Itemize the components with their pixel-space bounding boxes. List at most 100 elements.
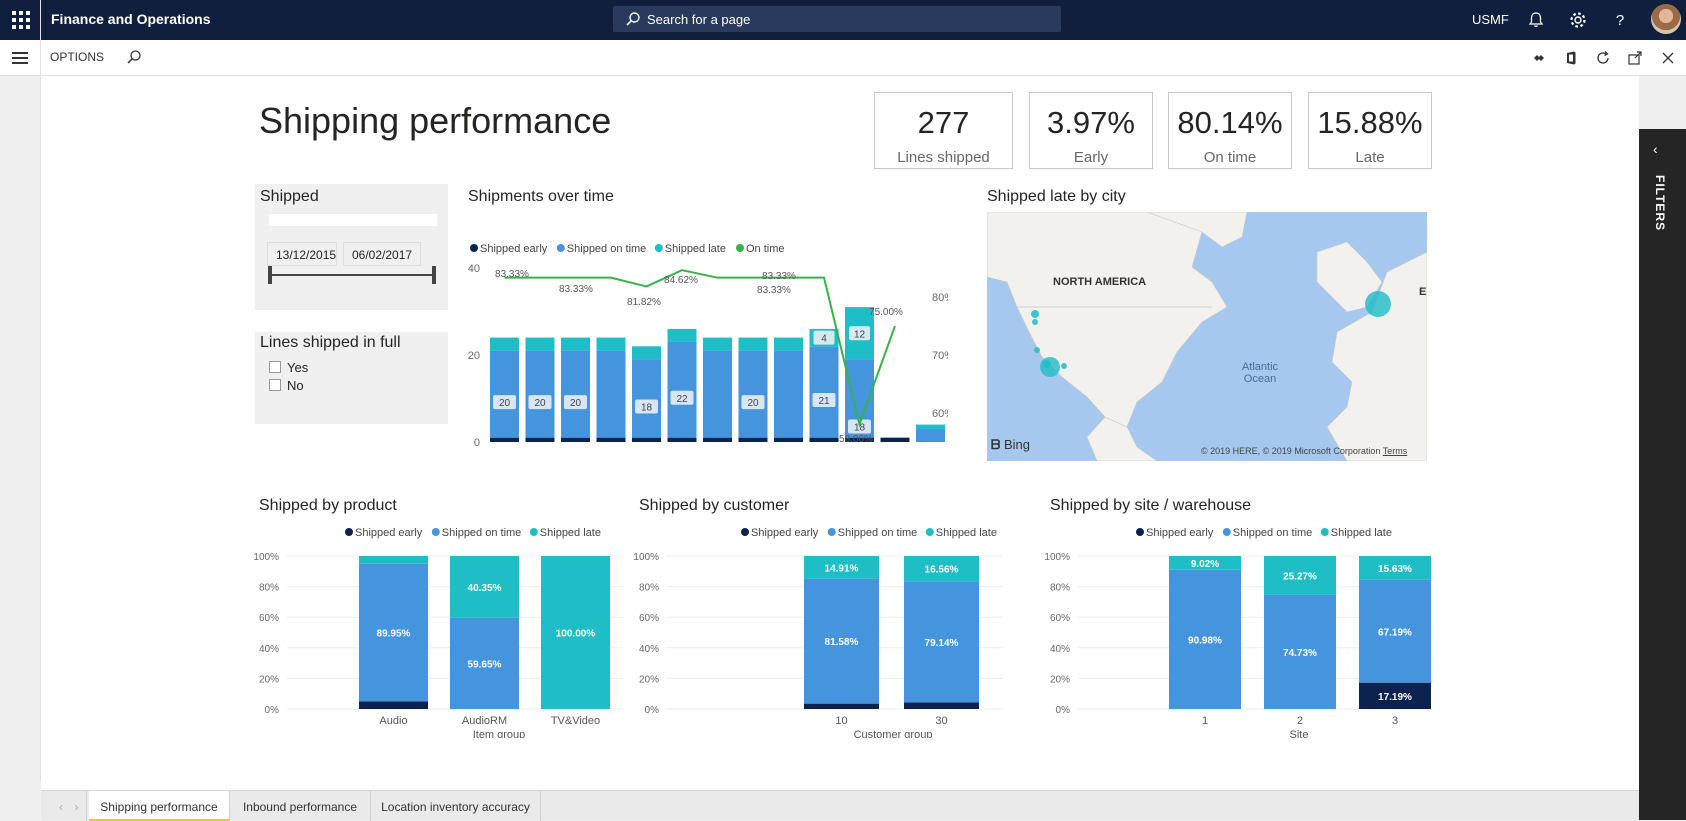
bar-segment-early [880,437,910,442]
bar-segment-early [703,437,732,442]
search-input[interactable]: Search for a page [613,6,1061,32]
kpi-card-late[interactable]: 15.88% Late [1308,92,1432,169]
help-icon[interactable]: ? [1610,10,1630,30]
open-new-window-icon[interactable] [1627,50,1643,66]
y-tick-label: 100% [253,552,279,563]
legend-marker [741,528,749,536]
checkbox-label: No [287,378,304,393]
close-icon[interactable] [1660,50,1676,66]
y-tick-label: 40 [468,263,480,275]
bar-segment-late [1169,556,1241,570]
map-label-continent: NORTH AMERICA [1053,276,1147,288]
data-label: 79.14% [925,638,959,649]
date-range-track [269,274,435,276]
bar-segment-early [561,437,590,442]
app-launcher-icon[interactable] [12,11,30,29]
tab-scroll-right-icon[interactable]: › [67,791,87,821]
shipments-over-time-chart[interactable]: Shipped early Shipped on time Shipped late… [468,210,948,448]
x-tick-label: TV&Video [551,715,600,727]
diamond-icon[interactable] [1531,50,1547,66]
lines-shipped-in-full-slicer[interactable]: Lines shipped in full Yes No [255,332,448,424]
y-tick-label: 20% [639,674,659,685]
legend-label: Shipped late [1331,527,1392,539]
refresh-icon[interactable] [1595,50,1611,66]
shipped-late-map[interactable]: NORTH AMERICA Atlantic Ocean E ᗷ Bing © … [987,212,1427,461]
chevron-left-icon[interactable]: ‹ [1653,141,1658,157]
data-label: 14.91% [825,563,859,574]
bar-segment-late [738,337,768,351]
data-label-bg [493,395,516,410]
avatar[interactable] [1651,4,1681,34]
office-icon[interactable] [1563,50,1579,66]
start-date-handle[interactable] [268,266,272,284]
y-tick-label: 0% [1056,705,1071,716]
data-label-bg [812,392,836,407]
bar-segment-early [904,702,979,709]
bar-segment-early [490,437,519,442]
kpi-card-on-time[interactable]: 80.14% On time [1168,92,1292,169]
legend-label: Shipped late [936,527,997,539]
bar-segment-late [561,337,590,351]
data-label-bg [635,399,658,414]
data-label: 20 [570,398,582,409]
data-label: 4 [821,334,827,345]
date-slicer[interactable]: Shipped 13/12/2015 06/02/2017 [255,184,448,310]
shipped-by-customer-chart[interactable]: Shipped early Shipped on time Shipped late… [633,520,1008,738]
shipped-by-site-chart[interactable]: Shipped early Shipped on time Shipped late… [1044,520,1434,738]
y-tick-label: 40% [639,644,659,655]
bar-segment-late [703,337,732,351]
svg-text:?: ? [1616,12,1624,29]
map-label-ocean: Atlantic Ocean [1241,361,1279,385]
page-title: Shipping performance [259,100,612,141]
legend-marker [345,528,353,536]
bar-segment-on-time [1359,579,1431,683]
y2-tick-label: 80% [932,292,948,304]
checkbox-no[interactable] [269,379,281,391]
line-data-label: 83.33% [757,285,791,296]
shipped-by-product-chart[interactable]: Shipped early Shipped on time Shipped late… [253,520,628,738]
search-icon[interactable] [126,49,142,65]
data-label-bg [849,326,870,341]
data-label: 22 [676,394,688,405]
bar-segment-late [904,556,979,582]
tab-scroll-left-icon[interactable]: ‹ [59,800,63,814]
kpi-value: 15.88% [1317,105,1423,140]
bar-segment-early [774,437,803,442]
bing-label: Bing [1004,437,1031,452]
tab-shipping-performance[interactable]: Shipping performance [89,791,230,821]
legend-label: On time [746,243,785,255]
map-terms-link[interactable]: Terms [1382,446,1408,456]
end-date-input[interactable]: 06/02/2017 [343,242,421,266]
legend-label: Shipped early [751,527,819,539]
kpi-card-early[interactable]: 3.97% Early [1029,92,1153,169]
bell-icon[interactable] [1526,10,1546,30]
tab-location-inventory-accuracy[interactable]: Location inventory accuracy [371,791,541,821]
legend-marker [736,244,744,252]
filters-pane[interactable]: ‹ FILTERS [1639,129,1686,820]
legend-marker [431,528,440,536]
app-title[interactable]: Finance and Operations [51,11,211,27]
bar-segment-late [774,337,803,351]
kpi-value: 277 [917,105,970,140]
company-picker[interactable]: USMF [1472,12,1509,27]
y-tick-label: 100% [633,552,659,563]
legend-marker [470,244,478,252]
bar-segment-late [450,556,519,618]
options-button[interactable]: OPTIONS [50,50,105,64]
y-tick-label: 20% [1050,674,1070,685]
page-tab-bar: ‹ › Shipping performance Inbound perform… [41,790,1639,821]
chart-title: Shipped late by city [987,188,1126,205]
map-copyright: © 2019 HERE, © 2019 Microsoft Corporatio… [1201,446,1407,456]
legend-label: Shipped on time [567,243,647,255]
end-date-handle[interactable] [432,266,436,284]
legend-label: Shipped early [1146,527,1214,539]
tab-inbound-performance[interactable]: Inbound performance [230,791,371,821]
start-date-input[interactable]: 13/12/2015 [267,242,337,266]
checkbox-label: Yes [287,360,309,375]
legend-marker [1320,528,1329,536]
checkbox-yes[interactable] [269,361,281,373]
hamburger-menu-icon[interactable] [12,52,28,64]
x-tick-label: 10 [835,715,847,727]
kpi-card-lines-shipped[interactable]: 277 Lines shipped [874,92,1013,169]
gear-icon[interactable] [1568,10,1588,30]
